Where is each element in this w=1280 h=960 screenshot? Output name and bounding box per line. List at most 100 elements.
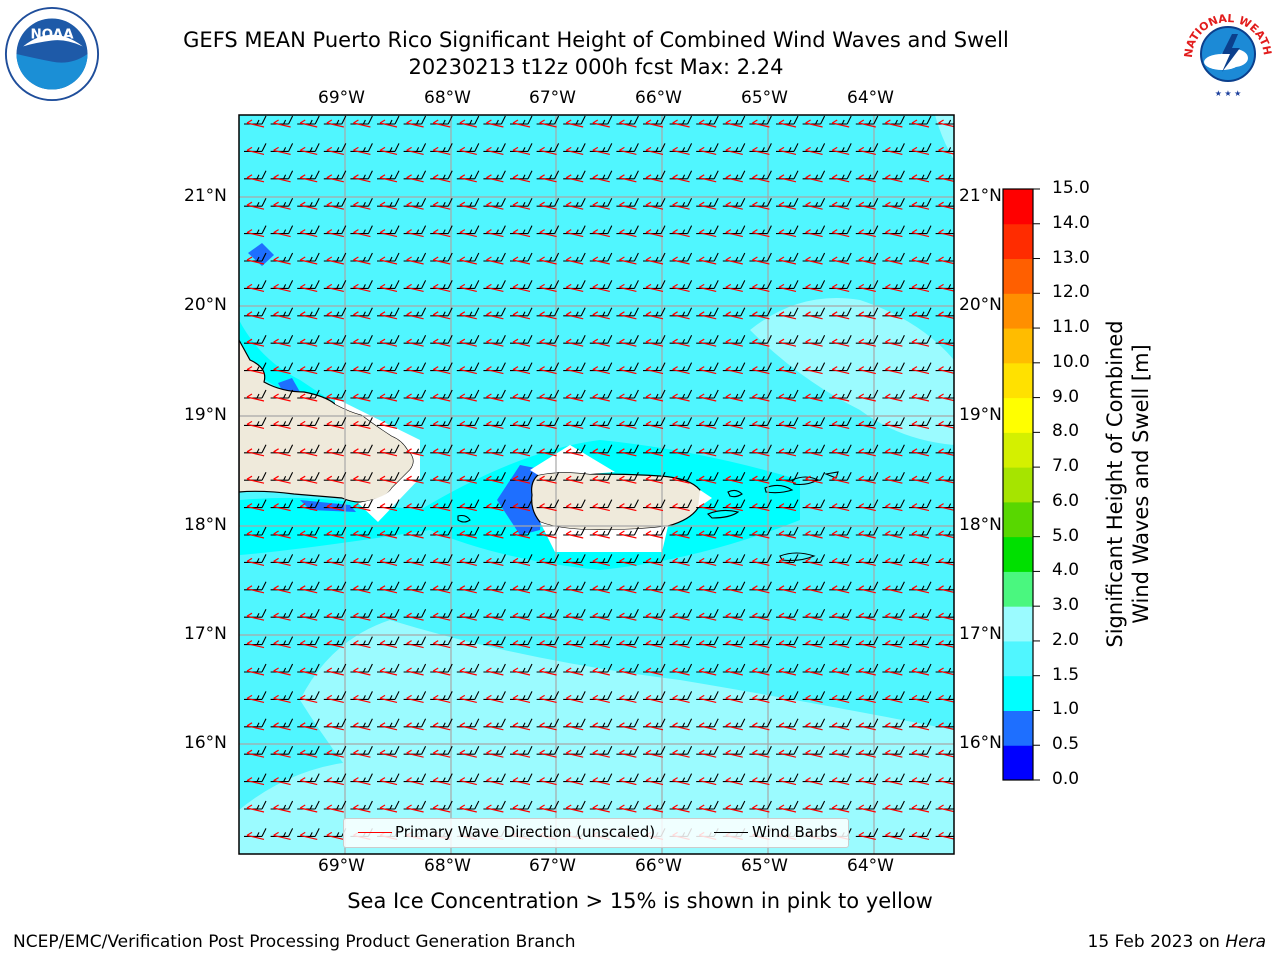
wave-direction-arrow xyxy=(938,612,954,621)
wave-direction-arrow xyxy=(273,694,291,703)
wind-barb xyxy=(350,608,373,621)
wind-barb xyxy=(909,581,932,594)
wave-direction-arrow xyxy=(406,694,424,703)
wave-direction-arrow xyxy=(273,283,291,292)
wind-barb xyxy=(882,252,905,265)
wind-barb xyxy=(323,773,347,786)
wind-barb xyxy=(749,800,772,813)
wave-direction-arrow xyxy=(539,174,557,183)
wave-direction-arrow xyxy=(273,146,291,155)
wave-direction-arrow xyxy=(592,174,610,183)
colorbar-segment xyxy=(1003,675,1033,711)
wind-barb xyxy=(483,334,506,347)
wind-barb xyxy=(403,389,427,402)
noaa-logo: NOAA xyxy=(4,6,100,102)
wind-barb xyxy=(829,554,852,566)
wind-barb xyxy=(882,636,905,649)
wave-direction-arrow xyxy=(911,804,930,813)
wave-direction-arrow xyxy=(512,256,531,265)
wave-direction-legend-swatch xyxy=(358,832,392,833)
wind-barb xyxy=(909,499,932,512)
wave-direction-arrow xyxy=(592,694,610,703)
wind-barb xyxy=(802,800,826,813)
wind-barb xyxy=(589,718,613,731)
map-legend: Primary Wave Direction (unscaled) Wind B… xyxy=(343,818,849,848)
wave-direction-arrow xyxy=(379,393,398,402)
wave-direction-arrow xyxy=(938,503,954,511)
wave-direction-arrow xyxy=(938,557,954,566)
wind-barb xyxy=(563,636,586,649)
wave-direction-arrow xyxy=(698,229,717,238)
wave-direction-arrow xyxy=(831,338,850,347)
wind-barb xyxy=(456,499,480,512)
wind-barb xyxy=(829,280,852,292)
wind-barb xyxy=(909,636,932,649)
wave-direction-arrow xyxy=(698,804,717,813)
wind-barb xyxy=(270,252,294,265)
wave-direction-arrow xyxy=(619,146,637,155)
wind-barb xyxy=(350,663,373,676)
wind-barb xyxy=(483,307,506,320)
wind-barb xyxy=(696,389,719,402)
wave-direction-arrow xyxy=(885,393,903,402)
wind-barb xyxy=(403,800,427,813)
wind-barb xyxy=(935,722,954,731)
wave-direction-arrow xyxy=(246,366,265,375)
wave-direction-arrow xyxy=(885,804,903,813)
wave-direction-arrow xyxy=(432,530,451,539)
wave-height-zone-east xyxy=(750,298,954,445)
wave-direction-arrow xyxy=(752,146,770,155)
colorbar-tick-label: 3.0 xyxy=(1052,595,1080,616)
wind-barb xyxy=(456,526,480,539)
wave-direction-arrow xyxy=(459,749,477,758)
colorbar-tick-label: 0.0 xyxy=(1052,769,1080,789)
wind-barb xyxy=(297,800,320,813)
wave-direction-arrow xyxy=(778,201,797,210)
wave-direction-arrow xyxy=(752,585,770,594)
wave-direction-arrow xyxy=(645,722,664,731)
wave-direction-arrow xyxy=(619,749,637,758)
wave-direction-arrow xyxy=(672,393,690,402)
wind-barb xyxy=(350,334,373,347)
wind-barb xyxy=(935,749,954,758)
wave-direction-arrow xyxy=(459,283,477,292)
wind-barb xyxy=(776,581,799,594)
wind-barb xyxy=(829,581,852,594)
wind-barb xyxy=(722,197,746,210)
wind-barb xyxy=(403,499,427,512)
wave-direction-arrow xyxy=(778,804,797,813)
wind-barb xyxy=(483,280,506,292)
wave-direction-arrow xyxy=(326,503,344,512)
wind-barb xyxy=(802,526,826,539)
wave-direction-arrow xyxy=(273,393,291,402)
wave-direction-arrow xyxy=(486,256,504,265)
wave-direction-arrow xyxy=(831,530,850,539)
wave-direction-arrow xyxy=(725,174,743,183)
wind-barb xyxy=(483,225,506,238)
wind-barb-field xyxy=(244,115,954,840)
wave-direction-arrow xyxy=(752,475,770,484)
wind-barb xyxy=(430,225,453,238)
wave-direction-arrow xyxy=(592,146,610,155)
wave-direction-arrow xyxy=(592,256,610,265)
wind-barb xyxy=(536,444,560,457)
wind-barb xyxy=(935,146,954,155)
wind-barb xyxy=(696,691,719,703)
wind-barb xyxy=(377,718,400,731)
wind-barb xyxy=(643,499,666,512)
wave-direction-arrow xyxy=(326,557,344,566)
wind-barb xyxy=(323,115,347,128)
wave-direction-arrow xyxy=(805,229,823,238)
wave-direction-arrow xyxy=(246,283,265,292)
wind-barb xyxy=(589,389,613,402)
wind-barb xyxy=(456,773,480,786)
wind-barb xyxy=(643,526,666,539)
wave-direction-arrow xyxy=(725,612,743,621)
wave-direction-arrow xyxy=(858,694,876,703)
wave-direction-arrow xyxy=(752,283,770,292)
wave-direction-arrow xyxy=(432,722,451,731)
wind-barb xyxy=(377,225,400,238)
wave-direction-arrow xyxy=(911,777,930,786)
wave-direction-arrow xyxy=(619,667,637,676)
wave-direction-arrow xyxy=(353,366,371,375)
